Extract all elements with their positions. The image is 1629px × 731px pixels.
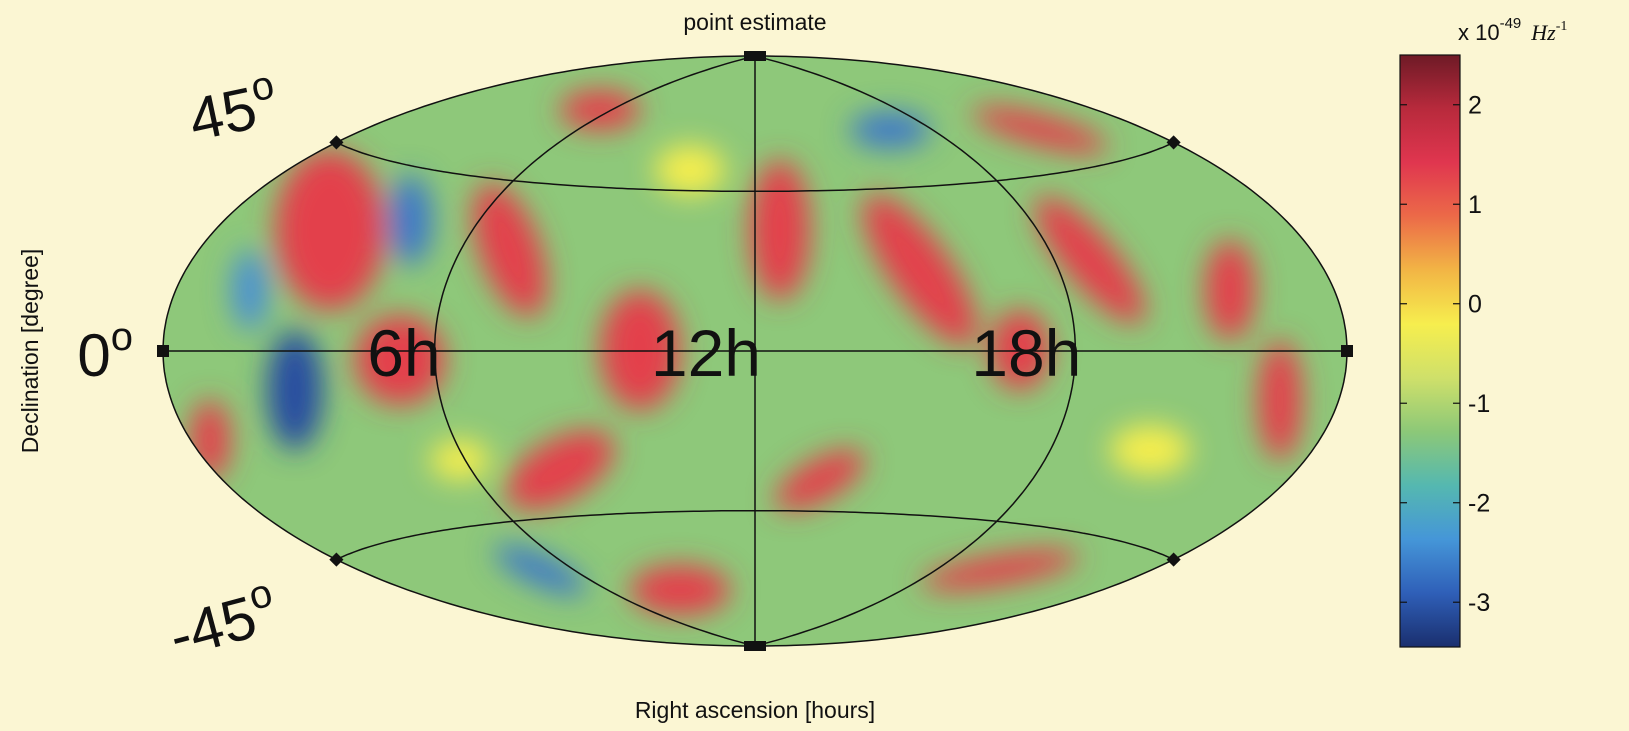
pole-marker	[744, 641, 766, 651]
parallel-marker	[1166, 552, 1181, 567]
colorbar-tick-label: -1	[1468, 390, 1490, 418]
x-axis-label: Right ascension [hours]	[635, 697, 875, 723]
dec-tick-number: 45	[183, 74, 262, 153]
y-axis-label: Declination [degree]	[17, 249, 43, 454]
graticule	[157, 51, 1353, 651]
ra-tick-label: 18h	[971, 316, 1081, 390]
parallel-marker	[329, 552, 344, 567]
colorbar-tick-label: 1	[1468, 191, 1482, 219]
chart-title: point estimate	[683, 9, 826, 35]
parallel	[336, 509, 1174, 561]
colorbar-exponent: -49	[1500, 15, 1522, 32]
dec-tick-label: 45o	[182, 63, 284, 154]
colorbar-unit: Hz	[1530, 20, 1556, 45]
colorbar	[1399, 54, 1461, 648]
colorbar-tick-label: -2	[1468, 490, 1490, 518]
parallel-marker	[1166, 135, 1181, 150]
map-texture	[190, 90, 1302, 615]
ra-tick-label: 12h	[651, 316, 761, 390]
colorbar-tick-label: -3	[1468, 589, 1490, 617]
ra-tick-label: 6h	[367, 316, 440, 390]
colorbar-tick-label: 0	[1468, 291, 1482, 319]
parallel	[336, 141, 1174, 193]
colorbar-prefix: x 10	[1458, 20, 1500, 45]
colorbar-unit-exponent: -1	[1556, 19, 1568, 34]
parallel-marker	[329, 135, 344, 150]
equator-marker	[1341, 345, 1353, 357]
pole-marker	[744, 51, 766, 61]
dec-tick-degree: o	[111, 315, 133, 359]
colorbar-label: x 10-49 Hz-1	[1458, 15, 1567, 45]
colorbar-tick-label: 2	[1468, 92, 1482, 120]
equator-marker	[157, 345, 169, 357]
dec-tick-label: 0o	[77, 315, 133, 389]
dec-tick-number: 0	[77, 322, 110, 389]
